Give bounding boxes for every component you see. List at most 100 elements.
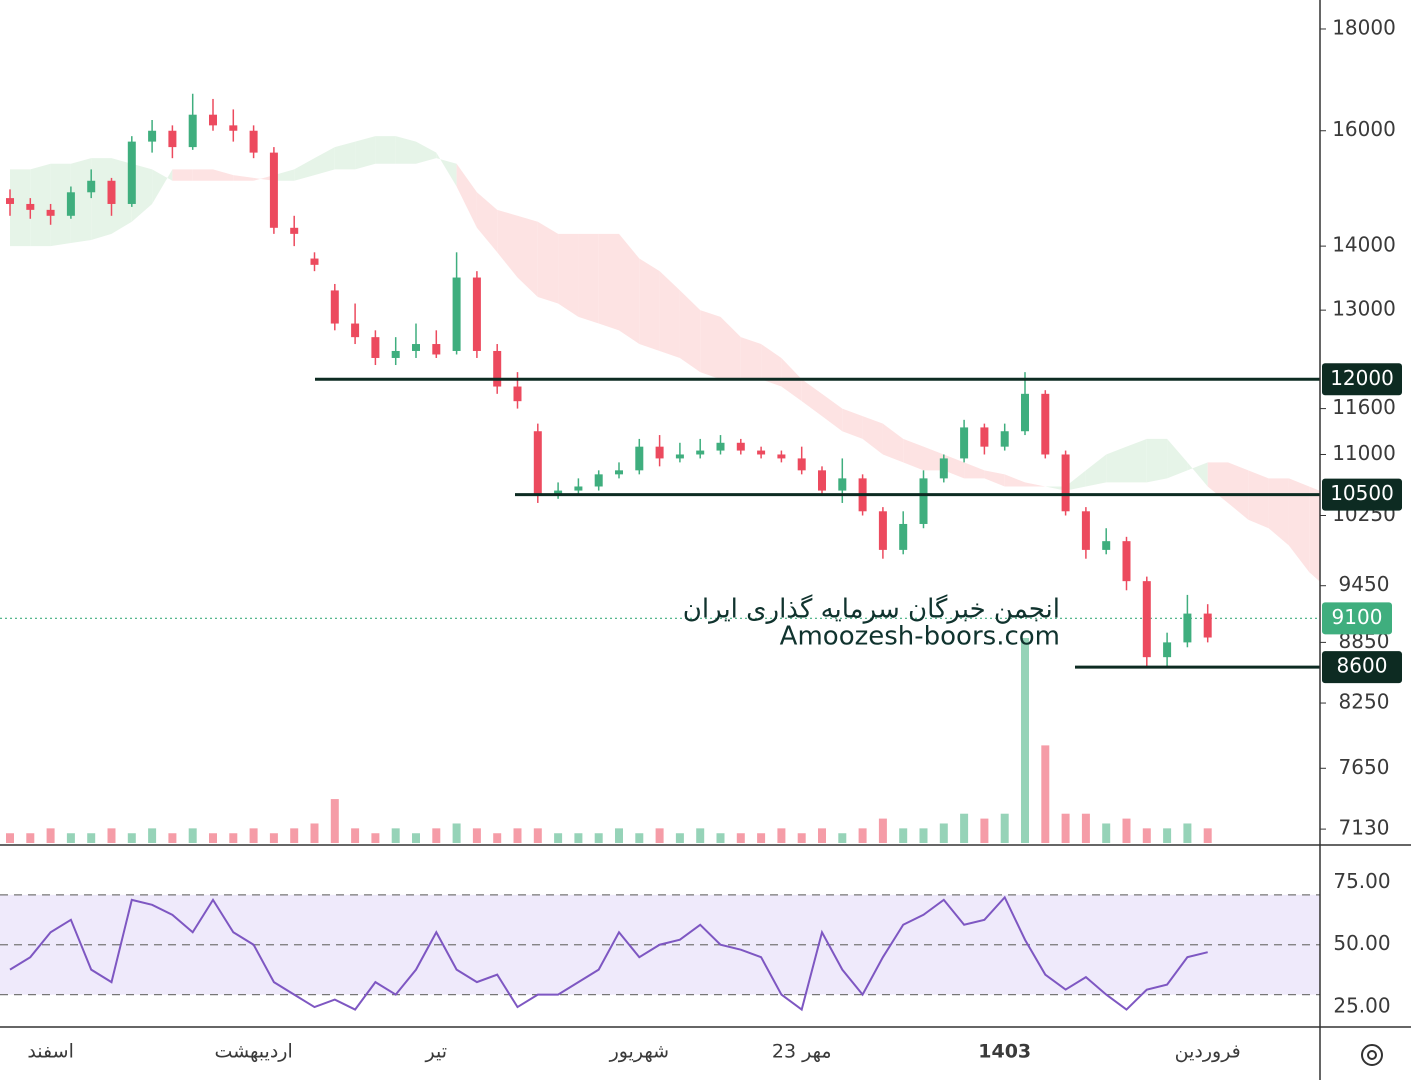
candle-body	[148, 130, 157, 142]
volume-bar	[493, 833, 502, 843]
candle-body	[310, 258, 319, 265]
volume-bar	[26, 833, 35, 843]
candle-body	[351, 323, 360, 338]
watermark: Amoozesh-boors.com	[780, 622, 1060, 652]
volume-bar	[818, 828, 826, 843]
candle-body	[330, 290, 339, 324]
candle-body	[960, 427, 969, 459]
volume-bar	[777, 828, 786, 843]
cloud-segment	[334, 141, 356, 170]
y-tick-label: 18000	[1332, 15, 1396, 39]
candle-body	[1041, 393, 1050, 455]
y-tick-label: 50.00	[1333, 931, 1390, 955]
x-tick-label: 1403	[978, 1041, 1031, 1063]
cloud-segment	[436, 152, 457, 187]
volume-bar	[269, 833, 278, 843]
candle-body	[919, 478, 928, 524]
cloud-segment	[233, 175, 254, 181]
cloud-segment	[456, 163, 477, 228]
candle-body	[1203, 613, 1212, 638]
candle-body	[574, 486, 583, 491]
cloud-segment	[882, 423, 904, 463]
watermark: انجمن خبرگان سرمایه گذاری ایران	[683, 594, 1060, 625]
volume-bar	[168, 833, 177, 843]
cloud-segment	[578, 233, 599, 324]
volume-bar	[919, 828, 928, 843]
candle-body	[797, 458, 806, 471]
cloud-segment	[720, 316, 741, 380]
y-tick-label: 16000	[1332, 117, 1396, 141]
volume-bar	[148, 828, 157, 843]
candle-body	[533, 431, 542, 495]
y-tick-label: 9450	[1339, 572, 1390, 596]
candle-body	[46, 209, 55, 216]
y-tick-label: 13000	[1332, 297, 1396, 321]
cloud-segment	[1025, 482, 1046, 487]
candle-body	[107, 180, 116, 204]
volume-bar	[980, 818, 989, 843]
volume-bar	[412, 833, 420, 843]
volume-bar	[371, 833, 380, 843]
candle-body	[818, 470, 826, 491]
cloud-segment	[923, 446, 944, 471]
cloud-segment	[1207, 462, 1228, 503]
volume-bar	[391, 828, 400, 843]
cloud-segment	[50, 163, 71, 247]
cloud-segment	[903, 438, 924, 471]
candle-body	[472, 277, 481, 351]
volume-bar	[66, 833, 75, 843]
settings-icon[interactable]	[1361, 1044, 1383, 1066]
cloud-segment	[1085, 454, 1107, 487]
candle-body	[1021, 393, 1029, 432]
axes: 1800016000140001300011600110001025094508…	[27, 15, 1402, 1063]
cloud-segment	[152, 169, 173, 204]
volume-bar	[1142, 828, 1151, 843]
volume-bar	[249, 828, 258, 843]
cloud-segment	[619, 233, 640, 345]
candle-body	[757, 450, 766, 455]
volume-bar	[736, 833, 745, 843]
level-label: 10500	[1330, 481, 1394, 505]
candle-body	[655, 446, 664, 459]
volume-bar	[696, 828, 705, 843]
cloud-segment	[598, 233, 619, 331]
candle-body	[1142, 581, 1151, 658]
level-label: 12000	[1330, 366, 1394, 390]
cloud-segment	[375, 136, 396, 164]
cloud-segment	[659, 271, 680, 358]
candle-body	[66, 192, 75, 216]
cloud-segment	[984, 470, 1005, 487]
cloud-segment	[476, 192, 498, 253]
candle-body	[554, 490, 563, 495]
volume-bar	[858, 828, 867, 843]
volume-bar	[899, 828, 908, 843]
candle-body	[209, 114, 217, 126]
volume-bar	[635, 833, 644, 843]
x-tick-label: اسفند	[27, 1041, 74, 1063]
cloud-segment	[273, 169, 295, 181]
candle-body	[412, 344, 420, 351]
y-tick-label: 8250	[1339, 690, 1390, 714]
volume-bar	[432, 828, 441, 843]
candle-body	[736, 442, 745, 451]
y-tick-label: 11600	[1332, 395, 1396, 419]
level-label-box	[1322, 363, 1402, 396]
volume-bar	[229, 833, 238, 843]
cloud-segment	[111, 158, 132, 234]
candle-body	[1061, 454, 1070, 512]
volume-bar	[757, 833, 766, 843]
cloud-segment	[213, 169, 234, 181]
candle-body	[6, 198, 14, 204]
y-tick-label: 11000	[1332, 441, 1396, 465]
volume-bar	[452, 823, 461, 843]
volume-bar	[188, 828, 197, 843]
x-tick-label: اردیبهشت	[214, 1041, 292, 1063]
candle-body	[716, 442, 725, 451]
cloud-segment	[943, 454, 965, 479]
cloud-segment	[679, 290, 701, 373]
cloud-segment	[355, 136, 376, 170]
candle-body	[493, 350, 502, 387]
volume-bar	[960, 813, 969, 843]
last-price-label: 9100	[1332, 605, 1383, 629]
